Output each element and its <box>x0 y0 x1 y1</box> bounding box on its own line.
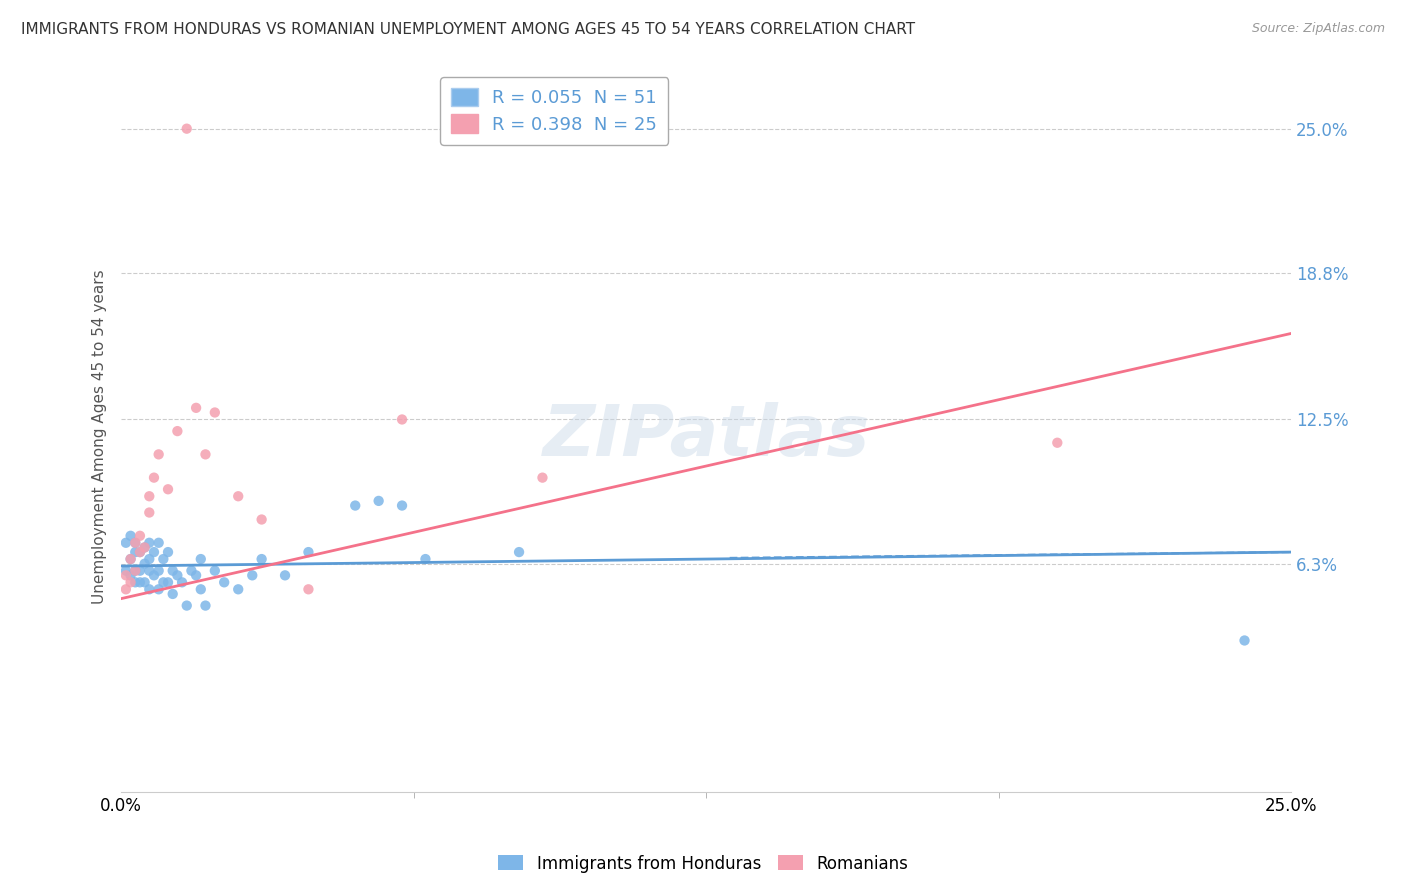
Point <box>166 424 188 438</box>
Point <box>204 405 226 419</box>
Point <box>124 535 146 549</box>
Point <box>143 470 166 484</box>
Point <box>157 483 180 497</box>
Point <box>170 575 193 590</box>
Point <box>138 506 160 520</box>
Point <box>184 568 207 582</box>
Point <box>138 489 160 503</box>
Point <box>250 512 273 526</box>
Point <box>138 564 160 578</box>
Point <box>120 552 142 566</box>
Point <box>1233 633 1256 648</box>
Point <box>124 535 146 549</box>
Point <box>157 575 180 590</box>
Point <box>190 582 212 597</box>
Point <box>129 529 152 543</box>
Y-axis label: Unemployment Among Ages 45 to 54 years: Unemployment Among Ages 45 to 54 years <box>93 269 107 604</box>
Point <box>134 575 156 590</box>
Point <box>148 564 170 578</box>
Point <box>212 575 235 590</box>
Point <box>148 447 170 461</box>
Point <box>138 552 160 566</box>
Point <box>129 545 152 559</box>
Point <box>226 489 249 503</box>
Point <box>240 568 263 582</box>
Point <box>124 545 146 559</box>
Point <box>148 535 170 549</box>
Point <box>129 575 152 590</box>
Point <box>531 470 554 484</box>
Point <box>344 499 367 513</box>
Point <box>508 545 530 559</box>
Point <box>152 575 174 590</box>
Point <box>274 568 297 582</box>
Text: IMMIGRANTS FROM HONDURAS VS ROMANIAN UNEMPLOYMENT AMONG AGES 45 TO 54 YEARS CORR: IMMIGRANTS FROM HONDURAS VS ROMANIAN UNE… <box>21 22 915 37</box>
Point <box>157 545 180 559</box>
Point <box>250 552 273 566</box>
Point <box>138 535 160 549</box>
Point <box>143 568 166 582</box>
Point <box>166 568 188 582</box>
Point <box>120 529 142 543</box>
Point <box>415 552 437 566</box>
Point <box>367 494 389 508</box>
Point <box>297 545 319 559</box>
Text: ZIPatlas: ZIPatlas <box>543 402 870 472</box>
Point <box>115 582 138 597</box>
Point <box>124 564 146 578</box>
Point <box>204 564 226 578</box>
Point <box>391 499 413 513</box>
Point <box>391 412 413 426</box>
Point <box>226 582 249 597</box>
Point <box>148 582 170 597</box>
Point <box>176 599 198 613</box>
Point <box>115 535 138 549</box>
Point <box>124 564 146 578</box>
Point <box>194 599 217 613</box>
Point <box>180 564 202 578</box>
Point <box>162 587 184 601</box>
Point <box>1046 435 1069 450</box>
Text: Source: ZipAtlas.com: Source: ZipAtlas.com <box>1251 22 1385 36</box>
Point <box>184 401 207 415</box>
Point <box>115 568 138 582</box>
Point <box>134 541 156 555</box>
Point <box>134 541 156 555</box>
Legend: R = 0.055  N = 51, R = 0.398  N = 25: R = 0.055 N = 51, R = 0.398 N = 25 <box>440 77 668 145</box>
Point <box>152 552 174 566</box>
Point <box>297 582 319 597</box>
Point <box>129 545 152 559</box>
Point <box>115 564 138 578</box>
Point <box>120 552 142 566</box>
Point <box>120 575 142 590</box>
Point <box>176 121 198 136</box>
Point <box>162 564 184 578</box>
Point <box>194 447 217 461</box>
Point <box>124 575 146 590</box>
Point <box>138 582 160 597</box>
Point <box>120 568 142 582</box>
Point <box>129 564 152 578</box>
Point <box>143 545 166 559</box>
Legend: Immigrants from Honduras, Romanians: Immigrants from Honduras, Romanians <box>492 848 914 880</box>
Point <box>190 552 212 566</box>
Point <box>134 557 156 571</box>
